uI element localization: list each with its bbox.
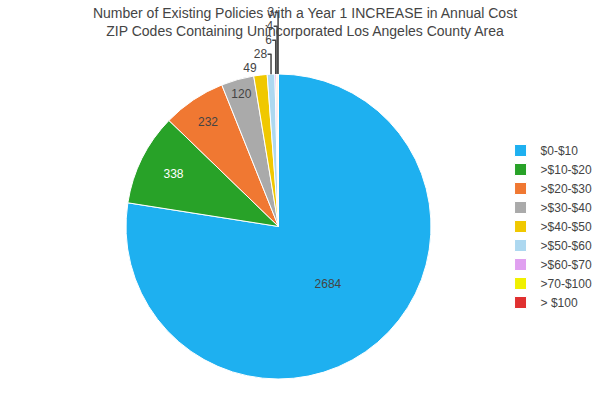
svg-text:28: 28 — [254, 47, 268, 61]
svg-text:232: 232 — [198, 115, 218, 129]
svg-text:>$60-$70: >$60-$70 — [541, 258, 592, 272]
svg-text:$0-$10: $0-$10 — [541, 144, 579, 158]
svg-text:4: 4 — [267, 19, 274, 33]
svg-text:3: 3 — [268, 5, 275, 19]
svg-text:338: 338 — [163, 167, 183, 181]
svg-text:6: 6 — [265, 33, 272, 47]
svg-text:>70-$100: >70-$100 — [541, 277, 592, 291]
svg-text:2684: 2684 — [315, 277, 342, 291]
svg-text:Number of Existing Policies wi: Number of Existing Policies with a Year … — [93, 5, 517, 39]
svg-text:>$10-$20: >$10-$20 — [541, 163, 592, 177]
svg-text:>$50-$60: >$50-$60 — [541, 239, 592, 253]
svg-text:>$30-$40: >$30-$40 — [541, 201, 592, 215]
svg-text:49: 49 — [243, 61, 257, 75]
svg-text:>$40-$50: >$40-$50 — [541, 220, 592, 234]
svg-text:120: 120 — [231, 87, 251, 101]
svg-text:> $100: > $100 — [541, 296, 578, 310]
svg-text:>$20-$30: >$20-$30 — [541, 182, 592, 196]
